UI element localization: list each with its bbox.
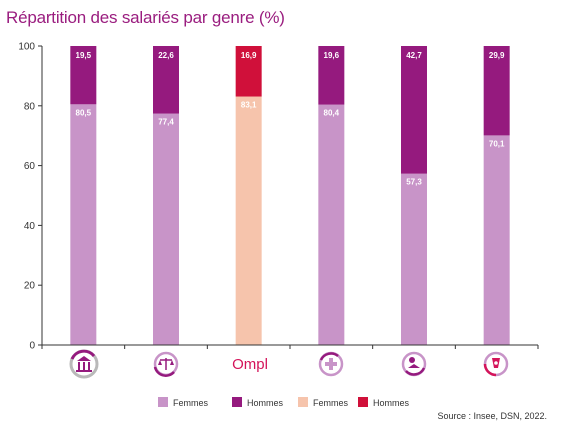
medical-icon [318,351,344,377]
data-label-hommes: 19,6 [324,51,340,60]
education-icon [401,351,427,377]
data-label-hommes: 19,5 [76,51,92,60]
bar-femmes [153,113,179,345]
bar-hommes [153,46,179,114]
y-tick-label: 100 [18,42,35,53]
legend-swatch [298,397,308,407]
bar-femmes [483,135,510,345]
legend-swatch [358,397,368,407]
bar-hommes [235,46,262,97]
legend-swatch [232,397,242,407]
bar-femmes [318,104,345,345]
category-icons: Ompl [69,349,509,379]
health-icon [483,351,509,377]
chart-title: Répartition des salariés par genre (%) [6,8,285,27]
y-axis: 0 20 40 60 80 100 [18,42,43,352]
data-label-femmes: 83,1 [241,101,257,110]
data-label-hommes: 42,7 [406,51,422,60]
legend-label: Hommes [373,398,410,408]
legend-label: Femmes [173,398,209,408]
bar-femmes [401,173,427,345]
legend: Femmes Hommes Femmes Hommes [158,397,410,408]
legend-swatch [158,397,168,407]
data-label-hommes: 16,9 [241,51,257,60]
bar-hommes [401,46,427,174]
scales-icon [153,351,179,377]
legend-label: Hommes [247,398,284,408]
data-label-femmes: 80,5 [76,108,92,117]
bank-icon [69,349,99,379]
data-label-femmes: 70,1 [489,139,505,148]
y-tick-label: 40 [24,221,36,232]
data-label-hommes: 29,9 [489,51,505,60]
bar-hommes [483,46,510,136]
x-axis [41,344,539,349]
bar-femmes [70,104,97,346]
source-note: Source : Insee, DSN, 2022. [437,411,547,421]
ompl-logo: Ompl [232,356,268,373]
data-label-femmes: 80,4 [324,109,340,118]
ompl-logo-text: Ompl [232,356,268,373]
y-tick-label: 0 [29,341,35,352]
bar-femmes [235,96,262,345]
y-tick-label: 80 [24,101,36,112]
y-tick-label: 20 [24,281,36,292]
y-tick-label: 60 [24,161,36,172]
bars: 19,5 80,5 22,6 77,4 16,9 83,1 19,6 80,4 42,7 57,3… [70,46,510,346]
bar-hommes [318,46,345,105]
bar-hommes [70,46,97,105]
data-label-hommes: 22,6 [158,51,174,60]
data-label-femmes: 77,4 [158,118,174,127]
legend-label: Femmes [313,398,349,408]
data-label-femmes: 57,3 [406,178,422,187]
